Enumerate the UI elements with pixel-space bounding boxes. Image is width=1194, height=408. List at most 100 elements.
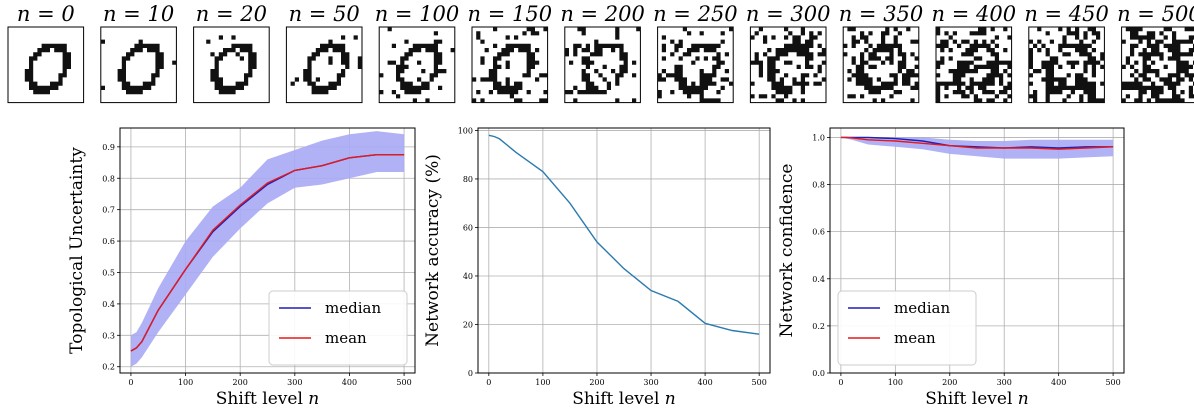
axes-frame [477, 127, 771, 374]
legend-box [837, 290, 977, 366]
digit-pixels [379, 27, 455, 103]
digit-shift-label: n = 0 [17, 2, 75, 26]
x-tick-label: 200 [589, 378, 604, 387]
digit-panel: n = 150 [468, 2, 553, 104]
y-tick-label: 100 [458, 126, 473, 135]
y-axis-label: Topological Uncertainty [67, 147, 87, 354]
y-tick-label: 0.5 [102, 268, 115, 277]
digit-panel: n = 500 [1117, 2, 1194, 104]
x-tick-label: 100 [178, 378, 193, 387]
x-axis-label: Shift level n [572, 389, 676, 408]
digit-pixels [936, 27, 1012, 103]
x-tick-label: 300 [997, 378, 1012, 387]
digit-shift-label: n = 450 [1024, 2, 1109, 26]
x-tick-label: 400 [697, 378, 712, 387]
x-tick-label: 0 [128, 378, 133, 387]
y-tick-label: 0.6 [102, 237, 115, 246]
y-tick-label: 0.3 [102, 331, 115, 340]
x-tick-label: 300 [287, 378, 302, 387]
digit-shift-label: n = 100 [375, 2, 460, 26]
network-accuracy-chart: 0 100 200 300 400 500 0 20 40 60 80 100 Shift level … [423, 126, 771, 408]
digit-pixels [1121, 27, 1194, 103]
digit-shift-label: n = 50 [289, 2, 360, 26]
digit-pixels [472, 27, 548, 103]
digit-pixels [564, 27, 641, 103]
x-tick-label: 100 [535, 378, 550, 387]
y-tick-label: 0.2 [102, 363, 115, 372]
digit-panel: n = 300 [746, 2, 831, 104]
x-tick-label: 400 [1051, 378, 1066, 387]
digit-panel: n = 50 [285, 2, 363, 104]
y-tick-label: 0.0 [812, 369, 825, 378]
digit-panel: n = 450 [1024, 2, 1109, 104]
x-tick-label: 100 [888, 378, 903, 387]
digit-pixels [24, 43, 71, 95]
y-tick-label: 0 [468, 369, 473, 378]
axes-frame [119, 127, 416, 374]
topological-uncertainty-chart: 0 100 200 300 400 500 0.2 0.3 0.4 0.5 0.6 0.7 0.8 0.9… [67, 127, 416, 408]
x-tick-label: 200 [942, 378, 957, 387]
y-axis-label: Network confidence [777, 164, 797, 338]
mean-line [840, 136, 1114, 150]
y-tick-label: 40 [463, 272, 473, 281]
x-tick-label: 200 [233, 378, 248, 387]
x-axis-label: Shift level n [925, 389, 1029, 408]
y-tick-label: 0.4 [812, 275, 825, 284]
digit-pixels [750, 27, 826, 103]
y-tick-label: 0.7 [102, 206, 115, 215]
digit-pixels [1028, 27, 1105, 103]
digit-shift-label: n = 200 [560, 2, 645, 26]
digit-panel: n = 10 [100, 2, 177, 104]
digit-panel: n = 100 [375, 2, 460, 104]
y-tick-label: 0.4 [102, 300, 115, 309]
digit-pixels [843, 27, 919, 103]
digit-shift-label: n = 250 [653, 2, 738, 26]
digit-pixels [290, 35, 362, 95]
digit-panel: n = 0 [7, 2, 85, 104]
median-legend-label: median [894, 299, 950, 317]
digit-shift-label: n = 400 [932, 2, 1017, 26]
legend-box [268, 290, 408, 366]
y-tick-label: 60 [463, 223, 473, 232]
digit-pixels [206, 35, 257, 95]
x-tick-label: 400 [342, 378, 357, 387]
digit-shift-label: n = 500 [1117, 2, 1194, 26]
y-tick-label: 20 [463, 320, 473, 329]
y-tick-label: 1.0 [812, 133, 825, 142]
digit-pixels [657, 27, 734, 103]
x-tick-label: 0 [486, 378, 491, 387]
accuracy-line [488, 134, 760, 335]
digit-panel: n = 250 [653, 2, 738, 104]
axes-frame [829, 127, 1125, 374]
digit-panel: n = 200 [560, 2, 645, 104]
y-tick-label: 0.8 [812, 181, 825, 190]
x-tick-label: 0 [838, 378, 843, 387]
network-confidence-chart: 0 100 200 300 400 500 0.0 0.2 0.4 0.6 0.8 1.0 Shift … [777, 127, 1125, 408]
digit-shift-label: n = 10 [103, 2, 174, 26]
mean-legend-label: mean [894, 329, 936, 347]
x-axis-label: Shift level n [216, 389, 320, 408]
x-tick-label: 500 [752, 378, 767, 387]
x-tick-label: 300 [643, 378, 658, 387]
median-legend-label: median [325, 299, 381, 317]
digit-panel: n = 350 [839, 2, 924, 104]
y-tick-label: 0.2 [812, 322, 825, 331]
digit-shift-label: n = 20 [196, 2, 267, 26]
digit-shift-label: n = 350 [839, 2, 924, 26]
x-tick-label: 500 [1105, 378, 1120, 387]
noisy-digit-strip: n = 0 n = 10 n = 20 n = 50 n = 100 n = 150 n =… [7, 2, 1194, 104]
digit-shift-label: n = 300 [746, 2, 831, 26]
digit-panel: n = 20 [193, 2, 270, 104]
y-tick-label: 80 [463, 175, 473, 184]
y-tick-label: 0.9 [102, 143, 115, 152]
mean-line [130, 154, 405, 352]
mean-legend-label: mean [325, 329, 367, 347]
digit-pixels [100, 39, 177, 95]
y-axis-label: Network accuracy (%) [423, 154, 443, 347]
y-tick-label: 0.6 [812, 228, 825, 237]
x-tick-label: 500 [396, 378, 411, 387]
y-tick-label: 0.8 [102, 174, 115, 183]
digit-shift-label: n = 150 [468, 2, 553, 26]
digit-panel: n = 400 [932, 2, 1017, 104]
